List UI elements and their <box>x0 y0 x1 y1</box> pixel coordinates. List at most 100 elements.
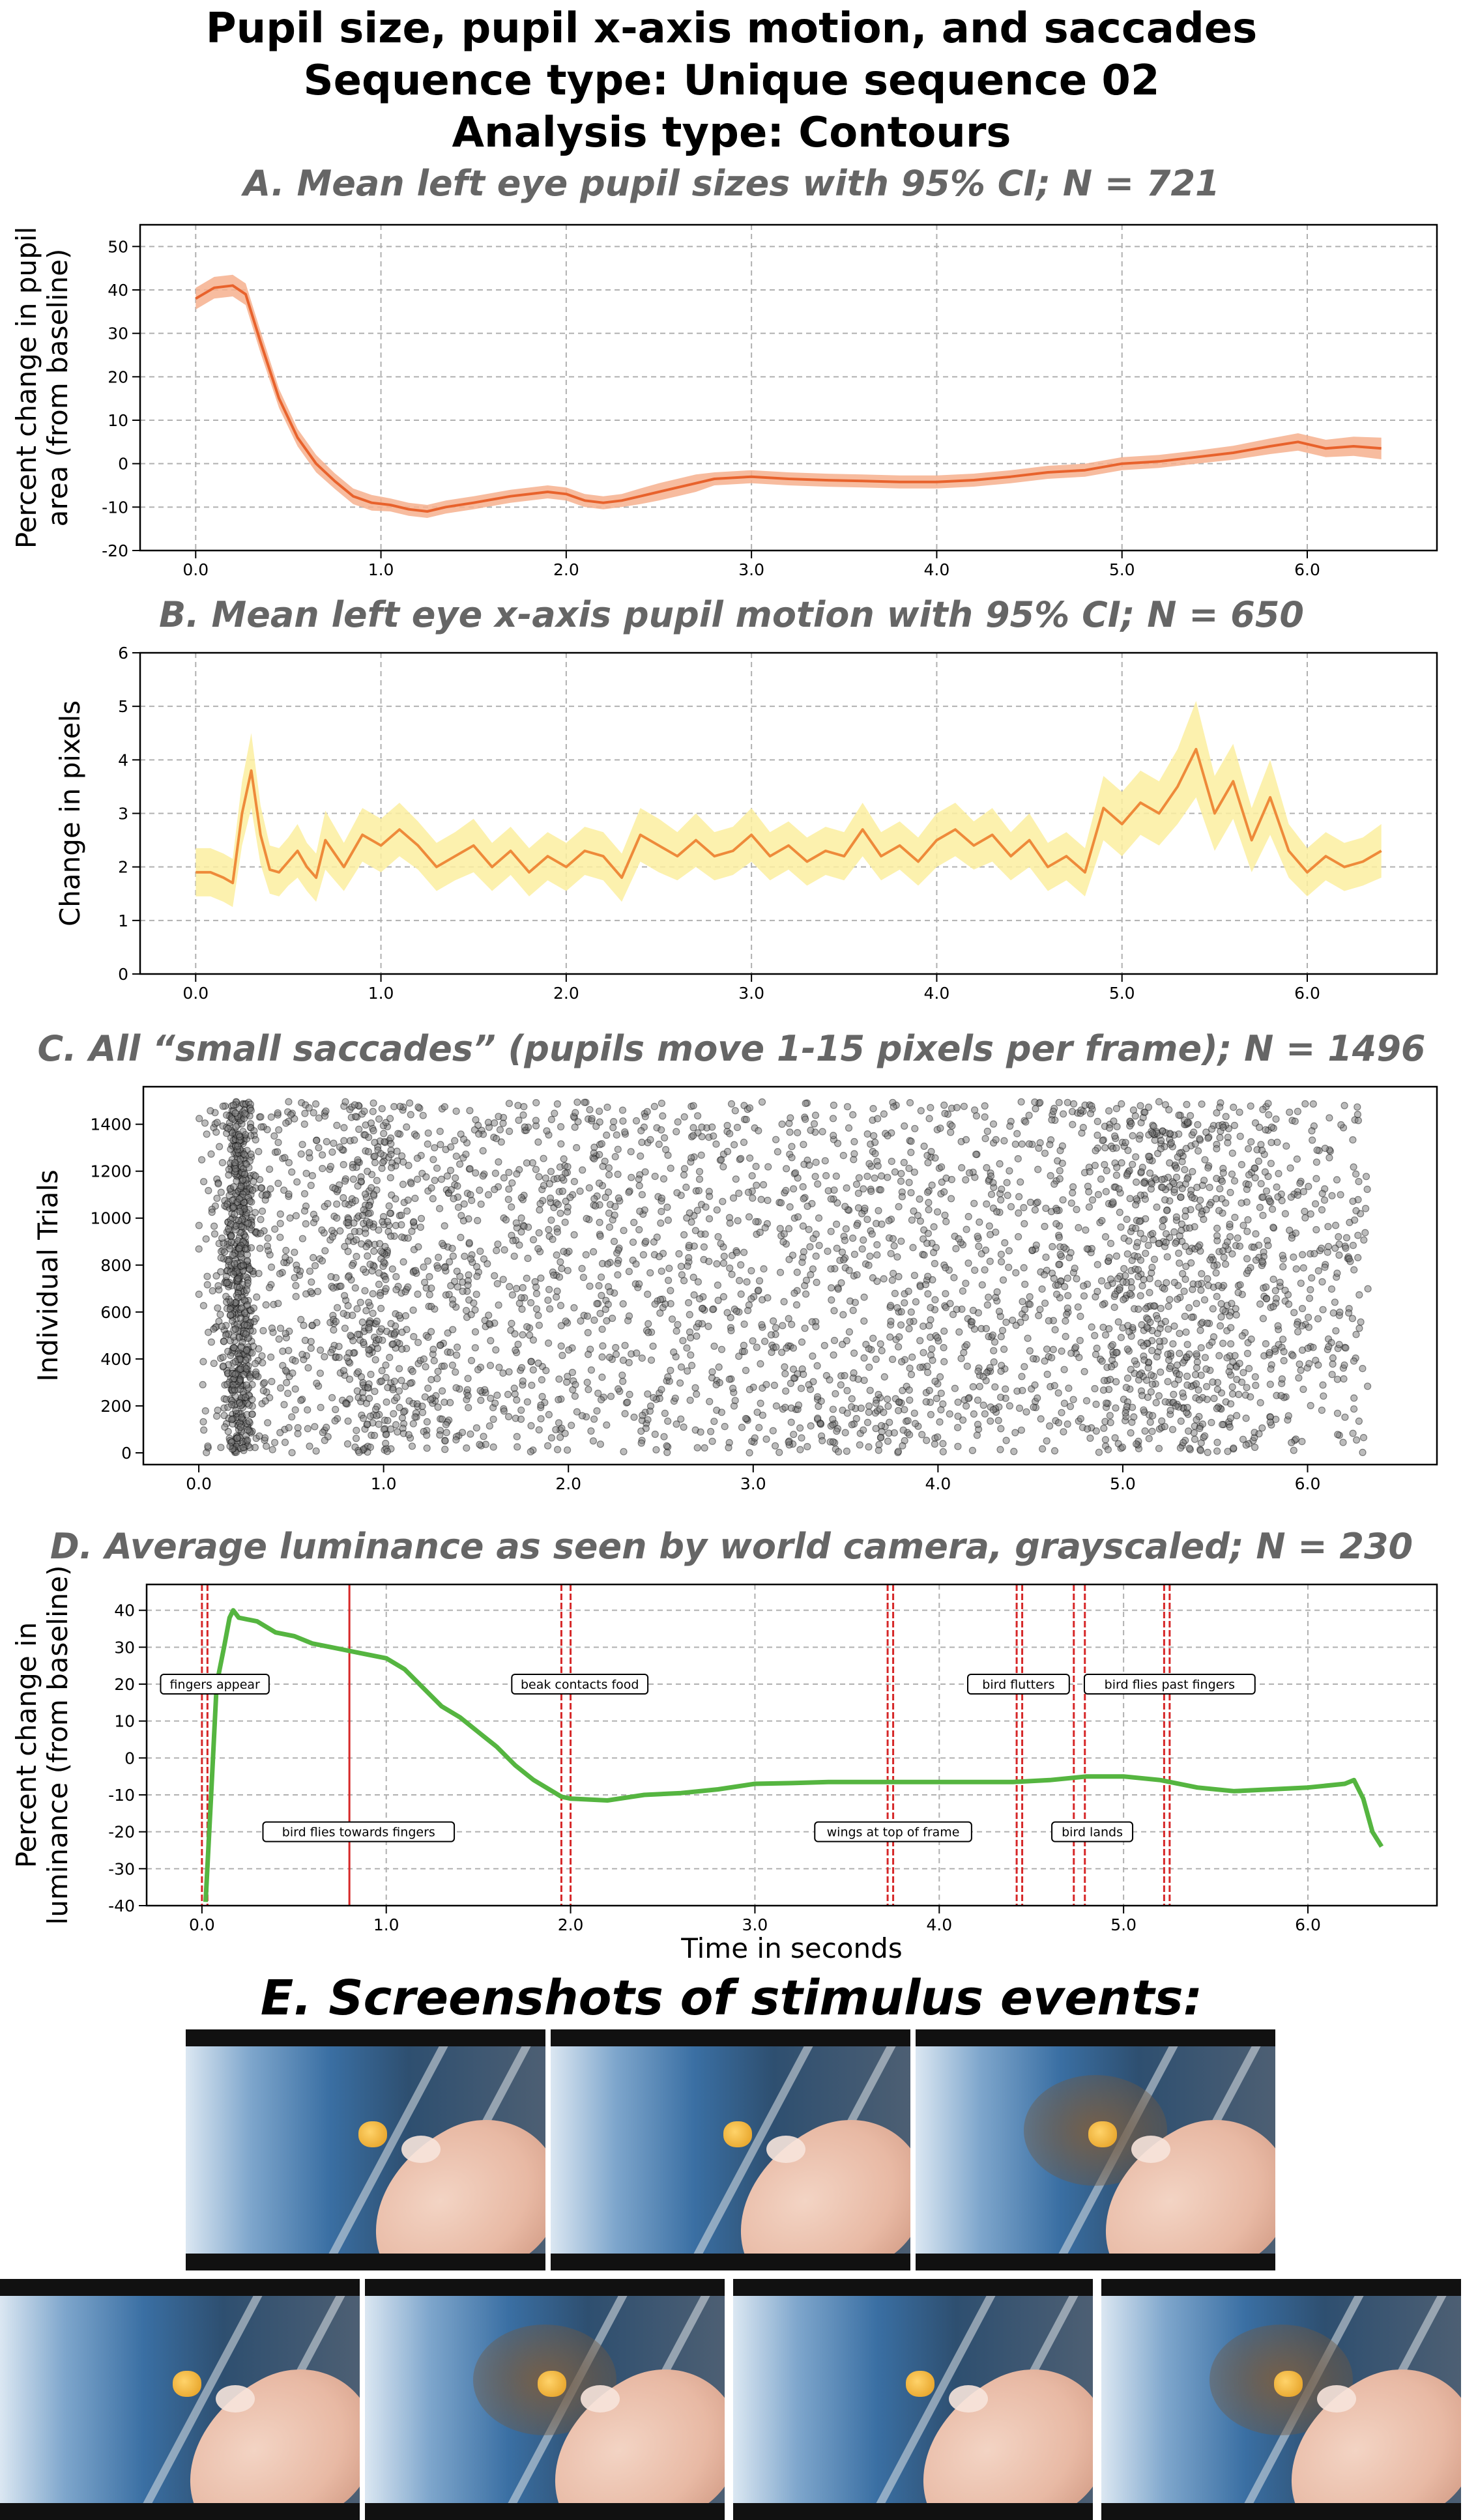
scatter-point <box>1203 1396 1211 1403</box>
scatter-point <box>890 1242 898 1250</box>
scatter-point <box>209 1287 216 1295</box>
scatter-point <box>827 1265 835 1273</box>
scatter-point <box>274 1179 282 1188</box>
scatter-point <box>873 1115 882 1123</box>
scatter-point <box>1024 1334 1032 1342</box>
scatter-point <box>1247 1393 1254 1401</box>
scatter-point <box>798 1434 805 1442</box>
scatter-point <box>1215 1207 1223 1214</box>
scatter-point <box>670 1348 678 1356</box>
scatter-point <box>1182 1145 1190 1153</box>
scatter-point <box>886 1333 894 1341</box>
scatter-point <box>733 1123 742 1132</box>
scatter-point <box>465 1296 473 1304</box>
scatter-point <box>505 1168 513 1177</box>
scatter-point <box>884 1173 891 1181</box>
scatter-point <box>1035 1311 1043 1319</box>
scatter-point <box>1219 1339 1227 1347</box>
scatter-point <box>364 1252 371 1260</box>
scatter-point <box>1114 1318 1122 1326</box>
scatter-point <box>452 1153 460 1160</box>
scatter-point <box>1097 1277 1106 1285</box>
scatter-point <box>1196 1326 1204 1334</box>
scatter-point <box>853 1222 861 1229</box>
scatter-point <box>804 1442 811 1451</box>
scatter-point <box>698 1123 706 1131</box>
scatter-point <box>257 1229 265 1237</box>
scatter-point <box>1015 1193 1023 1201</box>
scatter-point <box>941 1110 949 1117</box>
scatter-point <box>962 1136 970 1144</box>
scatter-point <box>476 1440 484 1448</box>
scatter-point <box>848 1421 856 1429</box>
scatter-point <box>527 1358 535 1366</box>
scatter-point <box>214 1407 222 1414</box>
scatter-point <box>258 1207 267 1215</box>
scatter-point <box>1226 1423 1234 1431</box>
scatter-point <box>242 1381 250 1389</box>
scatter-point <box>790 1374 798 1382</box>
scatter-point <box>982 1324 991 1332</box>
scatter-point <box>248 1349 256 1357</box>
scatter-point <box>996 1446 1004 1453</box>
scatter-point <box>1236 1281 1244 1289</box>
scatter-point <box>953 1104 961 1111</box>
scatter-point <box>1307 1285 1314 1294</box>
scatter-point <box>1299 1385 1307 1394</box>
scatter-point <box>493 1280 501 1288</box>
scatter-point <box>1244 1267 1253 1274</box>
scatter-point <box>1144 1364 1152 1372</box>
scatter-point <box>919 1235 927 1243</box>
scatter-point <box>1247 1138 1255 1146</box>
scatter-point <box>297 1396 305 1405</box>
scatter-point <box>1196 1424 1204 1433</box>
scatter-point <box>599 1162 607 1170</box>
scatter-point <box>584 1351 592 1358</box>
scatter-point <box>677 1263 685 1270</box>
scatter-point <box>841 1203 849 1210</box>
food-morsel <box>1273 2370 1303 2397</box>
scatter-point <box>434 1403 442 1411</box>
scatter-point <box>330 1139 338 1147</box>
scatter-point <box>689 1124 697 1132</box>
scatter-point <box>504 1196 512 1203</box>
scatter-point <box>465 1404 472 1412</box>
scatter-point <box>659 1175 668 1183</box>
scatter-point <box>899 1426 907 1434</box>
scatter-point <box>1361 1229 1369 1237</box>
scatter-point <box>905 1287 912 1295</box>
scatter-point <box>929 1276 936 1284</box>
scatter-point <box>1305 1295 1314 1302</box>
scatter-point <box>484 1191 493 1199</box>
tick-label-x: 6.0 <box>1295 1474 1321 1493</box>
scatter-point <box>972 1112 981 1120</box>
scatter-point <box>519 1331 527 1339</box>
scatter-point <box>1170 1179 1178 1187</box>
scatter-point <box>435 1253 442 1261</box>
scatter-point <box>1194 1147 1202 1155</box>
scatter-point <box>285 1424 293 1431</box>
scatter-point <box>1161 1101 1170 1109</box>
scatter-point <box>596 1232 604 1240</box>
scatter-point <box>357 1177 365 1186</box>
scatter-point <box>989 1120 998 1128</box>
scatter-point <box>311 1423 319 1431</box>
scatter-point <box>615 1246 622 1254</box>
scatter-point <box>1354 1110 1361 1119</box>
scatter-point <box>841 1371 848 1380</box>
scatter-point <box>1319 1306 1327 1313</box>
scatter-point <box>719 1163 727 1171</box>
scatter-point <box>785 1315 792 1323</box>
tick-label-y: -10 <box>108 1786 135 1805</box>
scatter-point <box>959 1416 967 1424</box>
scatter-point <box>395 1311 403 1319</box>
scatter-point <box>793 1268 801 1276</box>
scatter-point <box>997 1333 1005 1341</box>
scatter-point <box>1242 1414 1250 1422</box>
scatter-point <box>1091 1162 1099 1169</box>
scatter-point <box>1243 1384 1251 1392</box>
scatter-point <box>974 1367 982 1375</box>
scatter-point <box>655 1140 663 1149</box>
scatter-point <box>1202 1206 1210 1214</box>
scatter-point <box>719 1259 728 1267</box>
